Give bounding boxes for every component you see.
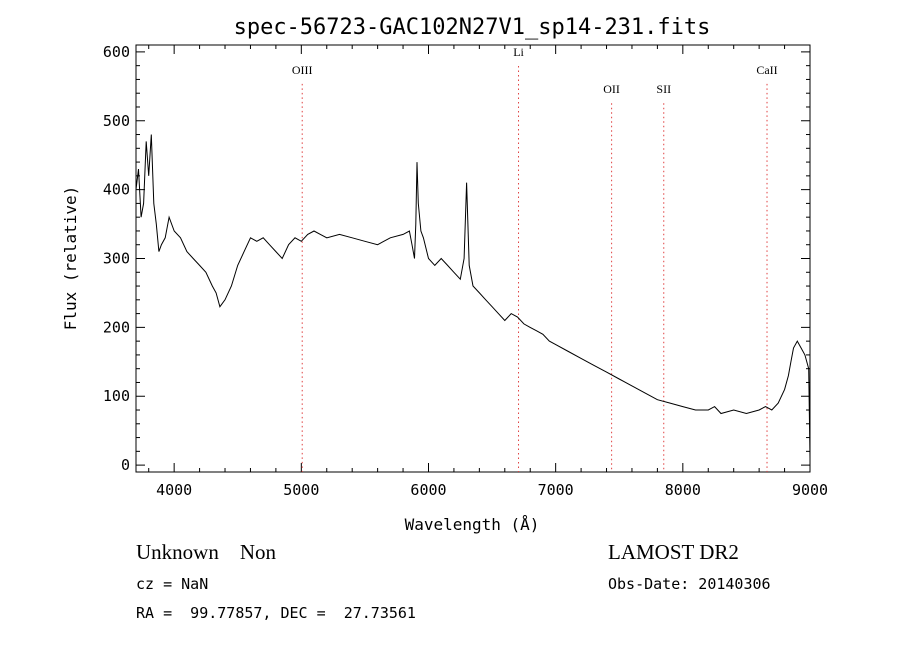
x-tick-label: 5000 bbox=[283, 481, 319, 499]
x-tick-label: 9000 bbox=[792, 481, 828, 499]
x-tick-label: 8000 bbox=[665, 481, 701, 499]
x-tick-label: 6000 bbox=[410, 481, 446, 499]
line-marker-label: Li bbox=[513, 45, 524, 59]
y-tick-label: 500 bbox=[103, 112, 130, 130]
line-marker-label: SII bbox=[656, 82, 671, 96]
y-tick-label: 400 bbox=[103, 181, 130, 199]
spectrum-line bbox=[135, 134, 811, 459]
line-marker-label: OIII bbox=[292, 63, 313, 77]
x-tick-label: 7000 bbox=[538, 481, 574, 499]
classification-text: Unknown Non bbox=[136, 540, 276, 564]
obs-date-text: Obs-Date: 20140306 bbox=[608, 575, 771, 593]
redshift-text: cz = NaN bbox=[136, 575, 209, 593]
emission-line-markers: OIII Li OII SII CaII bbox=[292, 45, 778, 472]
plot-border bbox=[135, 44, 811, 473]
y-tick-label: 0 bbox=[121, 456, 130, 474]
y-axis-label: Flux (relative) bbox=[61, 186, 80, 331]
line-marker-label: OII bbox=[603, 82, 620, 96]
y-tick-label: 300 bbox=[103, 250, 130, 268]
y-tick-label: 200 bbox=[103, 318, 130, 336]
survey-label: LAMOST DR2 bbox=[608, 540, 739, 564]
x-axis-label: Wavelength (Å) bbox=[405, 515, 540, 534]
coordinates-text: RA = 99.77857, DEC = 27.73561 bbox=[136, 604, 416, 622]
plot-frame bbox=[135, 44, 811, 473]
y-tick-label: 600 bbox=[103, 43, 130, 61]
chart-title: spec-56723-GAC102N27V1_sp14-231.fits bbox=[234, 15, 711, 40]
y-axis: 0 100 200 300 400 500 600 bbox=[103, 43, 810, 474]
x-tick-label: 4000 bbox=[156, 481, 192, 499]
y-tick-label: 100 bbox=[103, 387, 130, 405]
line-marker-label: CaII bbox=[756, 63, 777, 77]
x-axis: 4000 5000 6000 7000 8000 9000 bbox=[148, 45, 828, 499]
